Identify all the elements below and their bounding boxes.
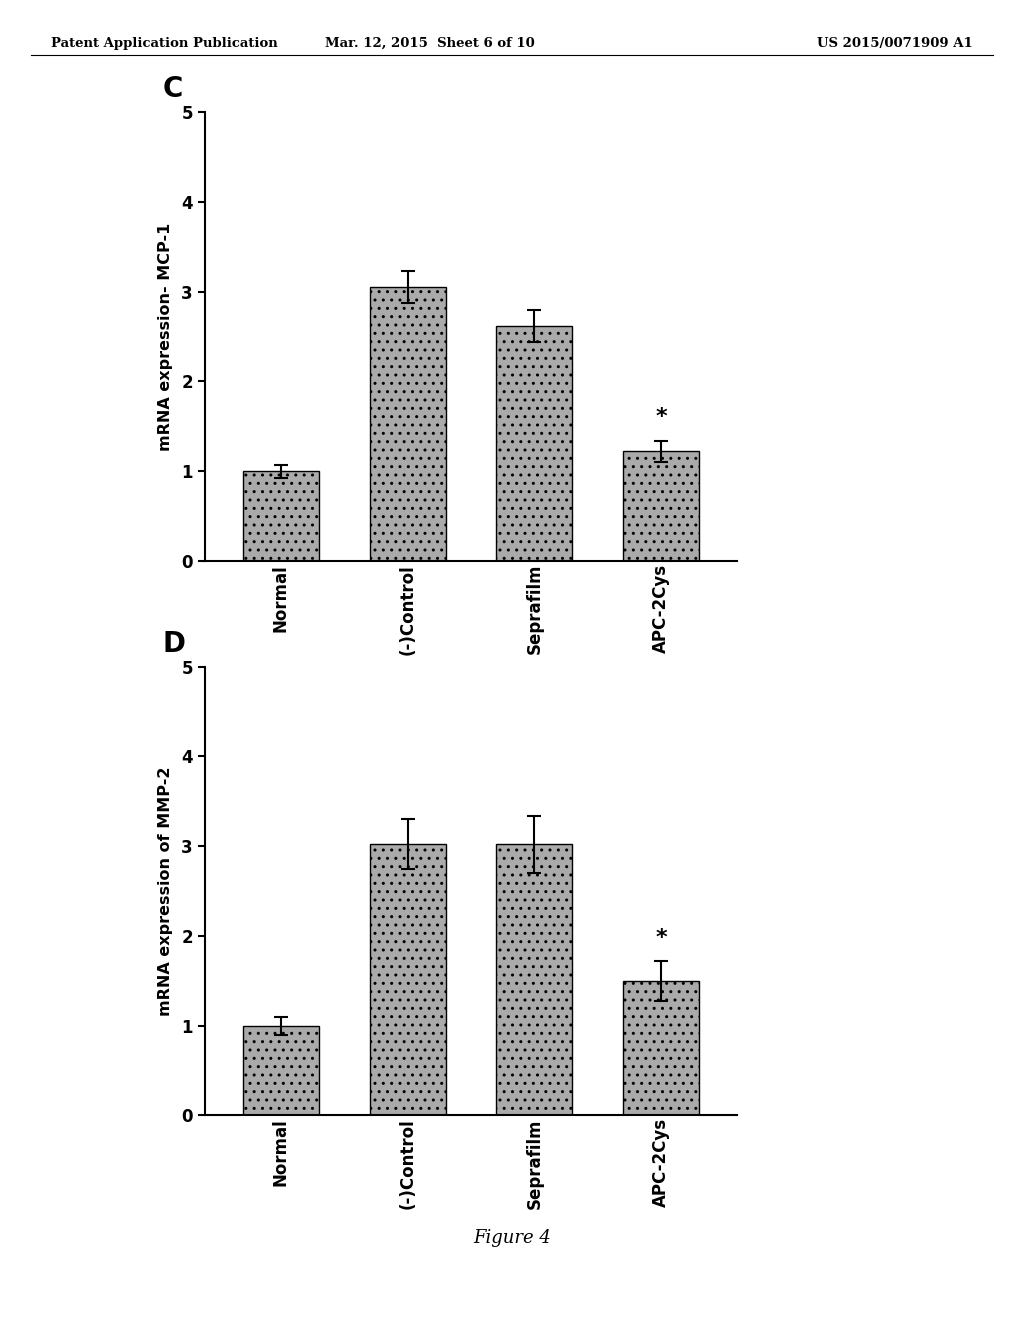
Text: Figure 4: Figure 4 xyxy=(473,1229,551,1247)
Bar xyxy=(624,451,699,561)
Text: Mar. 12, 2015  Sheet 6 of 10: Mar. 12, 2015 Sheet 6 of 10 xyxy=(326,37,535,50)
Text: US 2015/0071909 A1: US 2015/0071909 A1 xyxy=(817,37,973,50)
Bar xyxy=(497,326,572,561)
Text: D: D xyxy=(162,630,185,657)
Y-axis label: mRNA expression of MMP-2: mRNA expression of MMP-2 xyxy=(158,766,173,1016)
Bar xyxy=(624,981,699,1115)
Bar xyxy=(243,1026,318,1115)
Text: *: * xyxy=(655,928,667,948)
Bar xyxy=(370,845,445,1115)
Bar xyxy=(497,845,572,1115)
Text: *: * xyxy=(655,408,667,428)
Bar xyxy=(243,471,318,561)
Text: Patent Application Publication: Patent Application Publication xyxy=(51,37,278,50)
Y-axis label: mRNA expression- MCP-1: mRNA expression- MCP-1 xyxy=(158,223,173,450)
Bar xyxy=(370,288,445,561)
Text: C: C xyxy=(162,75,182,103)
